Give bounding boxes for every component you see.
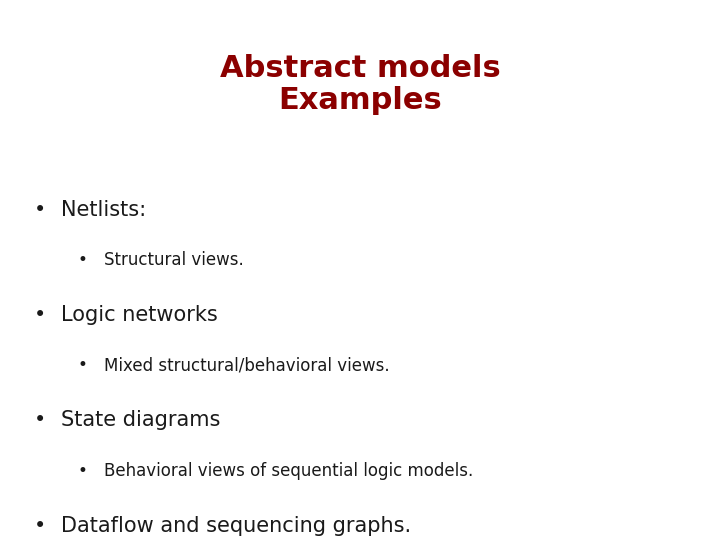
Text: •: • [33, 410, 46, 430]
Text: •: • [78, 356, 88, 374]
Text: Dataflow and sequencing graphs.: Dataflow and sequencing graphs. [61, 516, 411, 536]
Text: •: • [33, 516, 46, 536]
Text: Structural views.: Structural views. [104, 251, 244, 269]
Text: Mixed structural/behavioral views.: Mixed structural/behavioral views. [104, 356, 390, 374]
Text: •: • [33, 200, 46, 220]
Text: State diagrams: State diagrams [61, 410, 220, 430]
Text: •: • [33, 305, 46, 325]
Text: •: • [78, 251, 88, 269]
Text: Abstract models
Examples: Abstract models Examples [220, 54, 500, 116]
Text: Logic networks: Logic networks [61, 305, 218, 325]
Text: •: • [78, 462, 88, 480]
Text: Netlists:: Netlists: [61, 200, 146, 220]
Text: Behavioral views of sequential logic models.: Behavioral views of sequential logic mod… [104, 462, 474, 480]
